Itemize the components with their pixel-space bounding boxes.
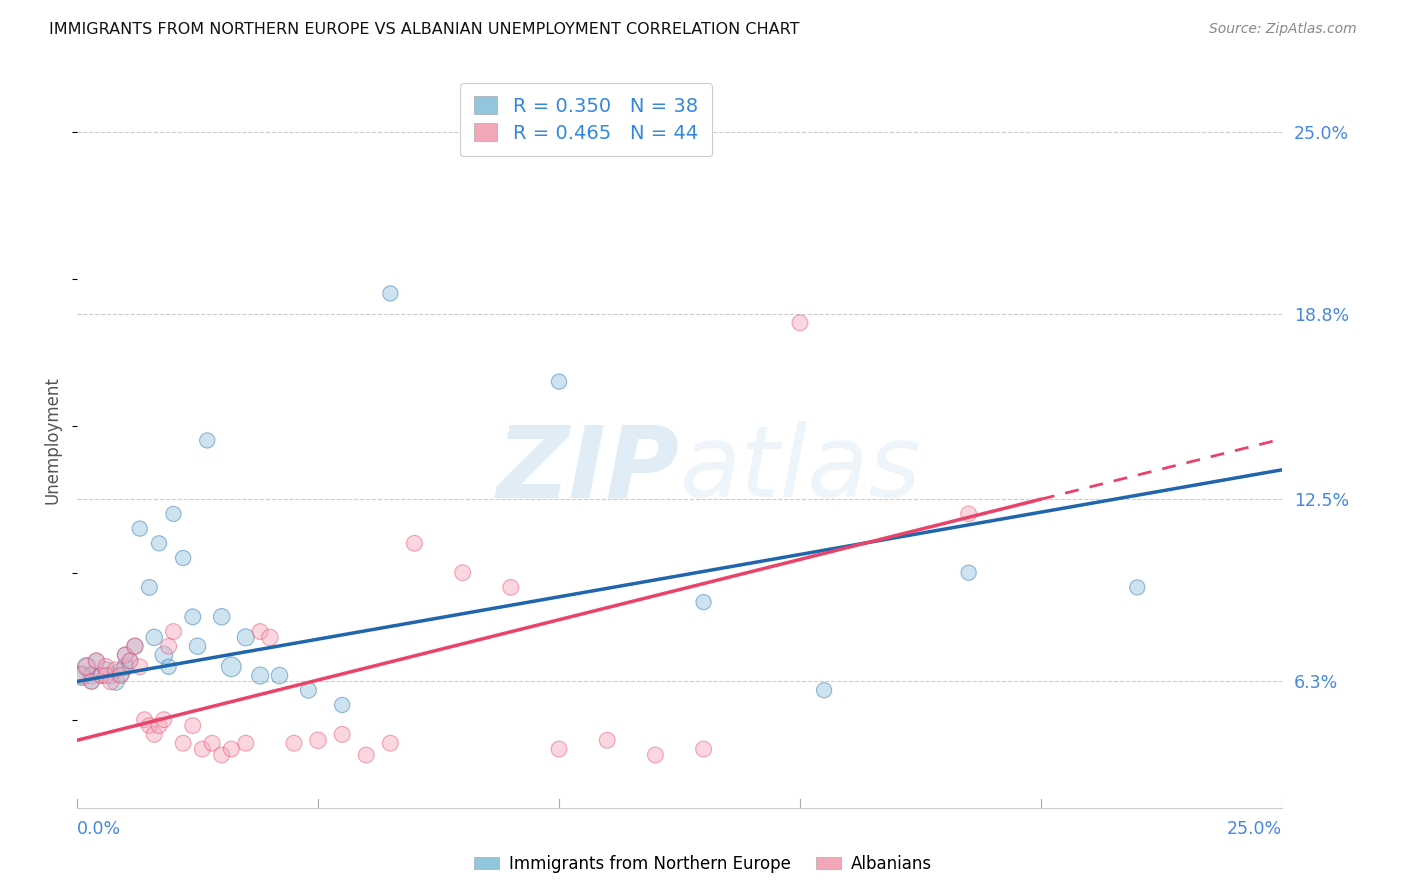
- Text: IMMIGRANTS FROM NORTHERN EUROPE VS ALBANIAN UNEMPLOYMENT CORRELATION CHART: IMMIGRANTS FROM NORTHERN EUROPE VS ALBAN…: [49, 22, 800, 37]
- Point: [269, 668, 291, 682]
- Point: [813, 683, 835, 698]
- Point: [249, 624, 271, 639]
- Point: [80, 674, 103, 689]
- Point: [94, 668, 117, 682]
- Point: [789, 316, 811, 330]
- Point: [596, 733, 619, 747]
- Text: atlas: atlas: [679, 421, 921, 518]
- Point: [110, 668, 132, 682]
- Point: [354, 747, 377, 762]
- Point: [307, 733, 329, 747]
- Point: [195, 434, 218, 448]
- Point: [128, 660, 150, 674]
- Point: [692, 595, 714, 609]
- Point: [181, 609, 204, 624]
- Point: [124, 639, 146, 653]
- Y-axis label: Unemployment: Unemployment: [44, 376, 60, 504]
- Point: [181, 718, 204, 732]
- Point: [70, 668, 93, 682]
- Text: ZIP: ZIP: [496, 421, 679, 518]
- Point: [80, 674, 103, 689]
- Point: [157, 660, 180, 674]
- Point: [94, 663, 117, 677]
- Point: [70, 668, 93, 682]
- Point: [157, 639, 180, 653]
- Point: [120, 654, 142, 668]
- Point: [499, 581, 522, 595]
- Point: [259, 631, 281, 645]
- Point: [153, 713, 176, 727]
- Point: [153, 648, 176, 662]
- Point: [110, 665, 132, 680]
- Point: [134, 713, 156, 727]
- Point: [380, 286, 402, 301]
- Point: [249, 668, 271, 682]
- Point: [330, 698, 353, 712]
- Point: [172, 551, 194, 566]
- Point: [957, 566, 980, 580]
- Point: [148, 536, 170, 550]
- Point: [404, 536, 426, 550]
- Point: [187, 639, 209, 653]
- Point: [1126, 581, 1149, 595]
- Point: [86, 654, 108, 668]
- Point: [94, 660, 117, 674]
- Point: [138, 581, 160, 595]
- Legend: R = 0.350   N = 38, R = 0.465   N = 44: R = 0.350 N = 38, R = 0.465 N = 44: [460, 83, 711, 156]
- Point: [80, 668, 103, 682]
- Point: [283, 736, 305, 750]
- Text: 0.0%: 0.0%: [77, 820, 121, 838]
- Point: [548, 375, 571, 389]
- Point: [330, 727, 353, 741]
- Point: [380, 736, 402, 750]
- Point: [644, 747, 666, 762]
- Point: [114, 660, 136, 674]
- Point: [235, 736, 257, 750]
- Point: [100, 668, 122, 682]
- Text: 25.0%: 25.0%: [1227, 820, 1282, 838]
- Point: [100, 674, 122, 689]
- Point: [191, 742, 214, 756]
- Point: [90, 668, 112, 682]
- Point: [120, 654, 142, 668]
- Point: [548, 742, 571, 756]
- Point: [104, 674, 127, 689]
- Point: [90, 668, 112, 682]
- Point: [114, 648, 136, 662]
- Point: [76, 660, 98, 674]
- Point: [86, 654, 108, 668]
- Point: [692, 742, 714, 756]
- Point: [138, 718, 160, 732]
- Text: Source: ZipAtlas.com: Source: ZipAtlas.com: [1209, 22, 1357, 37]
- Point: [124, 639, 146, 653]
- Legend: Immigrants from Northern Europe, Albanians: Immigrants from Northern Europe, Albania…: [467, 848, 939, 880]
- Point: [211, 747, 233, 762]
- Point: [143, 631, 166, 645]
- Point: [104, 663, 127, 677]
- Point: [128, 522, 150, 536]
- Point: [172, 736, 194, 750]
- Point: [76, 660, 98, 674]
- Point: [162, 507, 184, 521]
- Point: [114, 648, 136, 662]
- Point: [957, 507, 980, 521]
- Point: [221, 660, 243, 674]
- Point: [235, 631, 257, 645]
- Point: [221, 742, 243, 756]
- Point: [201, 736, 224, 750]
- Point: [143, 727, 166, 741]
- Point: [451, 566, 474, 580]
- Point: [297, 683, 319, 698]
- Point: [162, 624, 184, 639]
- Point: [211, 609, 233, 624]
- Point: [148, 718, 170, 732]
